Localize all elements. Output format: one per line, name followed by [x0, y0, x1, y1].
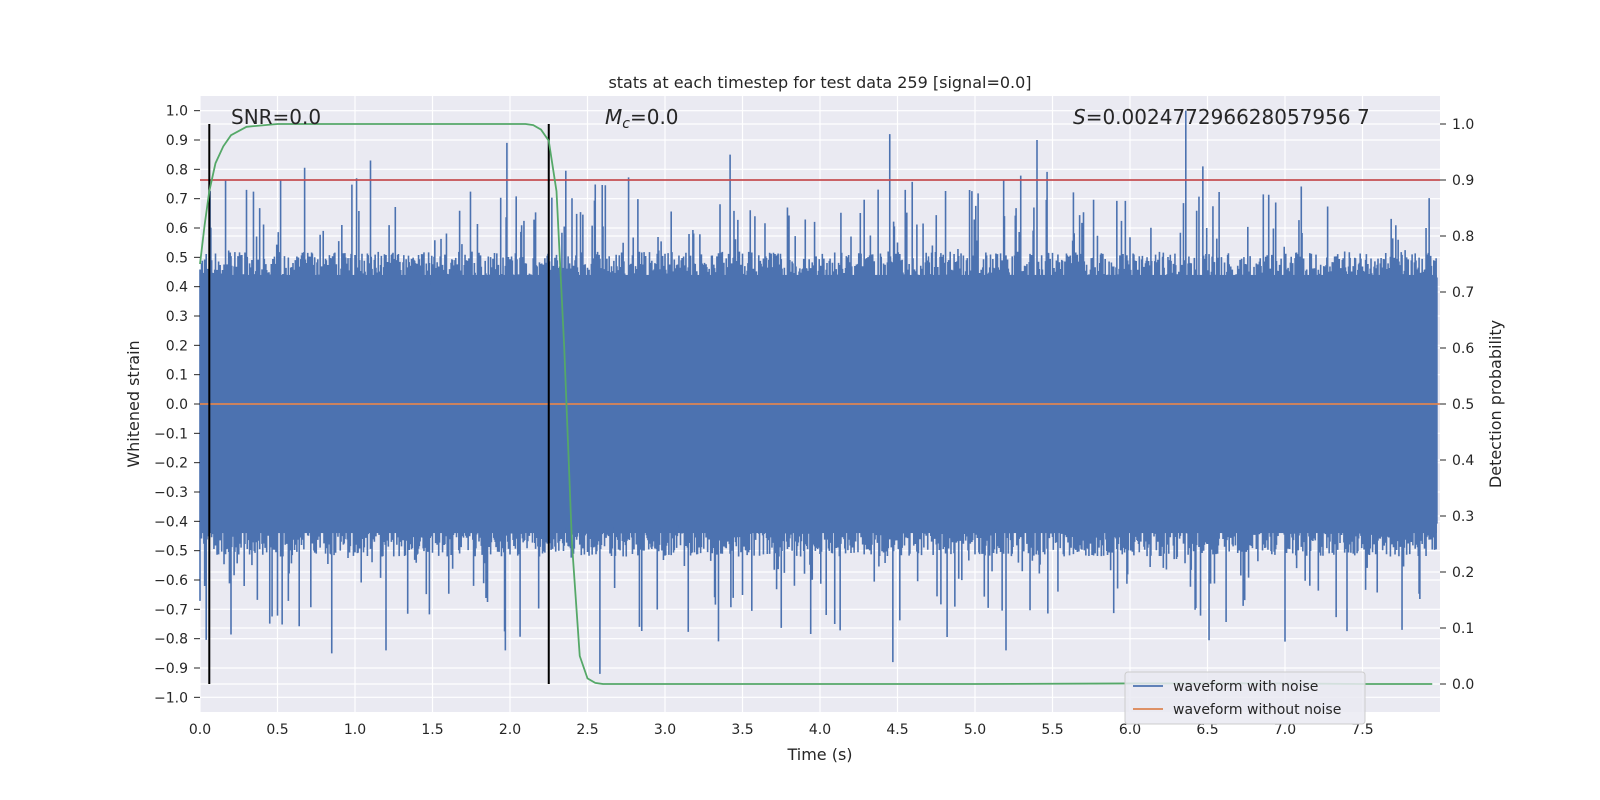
y-axis-label-left: Whitened strain	[124, 340, 143, 467]
y-left-tick-label: −0.7	[154, 602, 188, 618]
chirp-mass-subscript: c	[622, 116, 630, 132]
y-left-tick-label: 0.6	[166, 221, 188, 237]
y-left-tick-label: 0.3	[166, 309, 188, 325]
chirp-mass-value: =0.0	[630, 105, 679, 129]
y-left-tick-label: 0.9	[166, 133, 188, 149]
y-left-tick-label: −0.8	[154, 632, 188, 648]
y-right-tick-label: 0.3	[1452, 509, 1474, 525]
y-left-tick-label: −0.9	[154, 661, 188, 677]
y-right-tick-label: 0.1	[1452, 621, 1474, 637]
x-tick-label: 7.0	[1274, 722, 1296, 738]
y-left-tick-label: 0.7	[166, 192, 188, 208]
x-tick-label: 4.0	[809, 722, 831, 738]
x-tick-label: 5.0	[964, 722, 986, 738]
y-axis-label-right: Detection probability	[1486, 320, 1505, 488]
x-tick-label: 0.0	[189, 722, 211, 738]
x-tick-label: 1.0	[344, 722, 366, 738]
y-left-tick-label: 0.0	[166, 397, 188, 413]
line-series-layer	[199, 123, 1440, 685]
x-tick-label: 1.5	[421, 722, 443, 738]
y-left-tick-label: −0.4	[154, 514, 188, 530]
y-left-tick-label: 0.8	[166, 162, 188, 178]
legend: waveform with noise waveform without noi…	[1124, 671, 1366, 725]
y-right-tick-label: 0.2	[1452, 565, 1474, 581]
legend-box	[1124, 671, 1366, 725]
x-tick-label: 3.0	[654, 722, 676, 738]
y-right-tick-label: 0.7	[1452, 285, 1474, 301]
x-tick-label: 2.5	[576, 722, 598, 738]
y-left-tick-label: −0.5	[154, 544, 188, 560]
x-tick-label: 6.5	[1196, 722, 1218, 738]
score-annotation: S=0.002477296628057956 7	[1073, 105, 1370, 129]
x-tick-label: 4.5	[886, 722, 908, 738]
legend-label-noise: waveform with noise	[1173, 679, 1318, 695]
x-axis-label: Time (s)	[786, 745, 852, 764]
x-tick-label: 3.5	[731, 722, 753, 738]
x-tick-label: 7.5	[1351, 722, 1373, 738]
x-tick-label: 6.0	[1119, 722, 1141, 738]
y-right-tick-label: 1.0	[1452, 117, 1474, 133]
chirp-mass-symbol: M	[605, 105, 622, 129]
y-right-tick-label: 0.6	[1452, 341, 1474, 357]
y-left-tick-label: 0.5	[166, 250, 188, 266]
y-left-tick-label: 0.2	[166, 338, 188, 354]
y-left-tick-label: −1.0	[154, 690, 188, 706]
y-left-tick-label: 1.0	[166, 104, 188, 120]
x-tick-label: 2.0	[499, 722, 521, 738]
y-left-tick-label: −0.3	[154, 485, 188, 501]
y-right-tick-label: 0.8	[1452, 229, 1474, 245]
score-value: =0.002477296628057956 7	[1086, 105, 1370, 129]
x-tick-label: 5.5	[1041, 722, 1063, 738]
chart-title: stats at each timestep for test data 259…	[608, 73, 1031, 92]
legend-label-clean: waveform without noise	[1173, 702, 1341, 718]
y-right-tick-label: 0.5	[1452, 397, 1474, 413]
y-left-tick-label: −0.2	[154, 456, 188, 472]
tick-labels: 0.0 0.5 1.0 1.5 2.0 2.5 3.0 3.5 4.0 4.5 5.0 5.5 6.0 6…	[154, 104, 1474, 738]
y-right-tick-label: 0.4	[1452, 453, 1474, 469]
detection-probability-line	[199, 123, 1433, 685]
y-left-tick-label: 0.4	[166, 280, 188, 296]
score-symbol: S	[1073, 105, 1086, 129]
y-left-tick-label: −0.6	[154, 573, 188, 589]
chirp-mass-annotation: Mc=0.0	[605, 105, 679, 132]
y-right-tick-label: 0.0	[1452, 677, 1474, 693]
waveform-with-noise-line	[199, 110, 1438, 674]
y-left-tick-label: −0.1	[154, 426, 188, 442]
y-left-tick-label: 0.1	[166, 368, 188, 384]
x-tick-label: 0.5	[266, 722, 288, 738]
y-right-tick-label: 0.9	[1452, 173, 1474, 189]
snr-annotation: SNR=0.0	[231, 105, 321, 129]
